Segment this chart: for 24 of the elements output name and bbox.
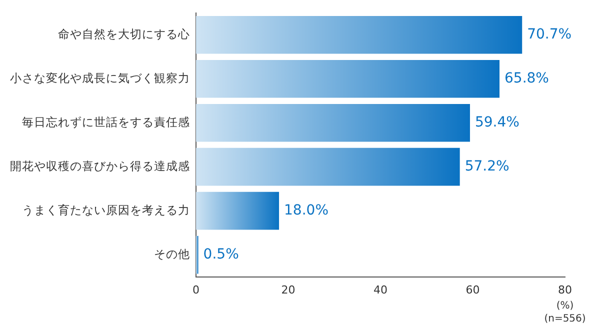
- x-tick-label: 0: [192, 283, 200, 296]
- x-tick-label: 20: [281, 283, 296, 296]
- bar: [196, 16, 522, 54]
- y-tick-label: 毎日忘れずに世話をする責任感: [22, 114, 190, 129]
- x-tick-label: 40: [374, 283, 388, 296]
- bar: [196, 60, 500, 98]
- bar: [196, 192, 280, 230]
- bar: [196, 148, 460, 186]
- y-tick-label: 小さな変化や成長に気づく観察力: [10, 70, 190, 85]
- data-label: 0.5%: [203, 246, 239, 262]
- data-label: 18.0%: [284, 202, 329, 218]
- y-tick-label: うまく育たない原因を考える力: [22, 202, 190, 217]
- x-axis-title: (%): [556, 300, 574, 312]
- data-label: 65.8%: [504, 70, 549, 87]
- y-tick-label: 開花や収穫の喜びから得る達成感: [10, 158, 190, 173]
- data-label: 59.4%: [474, 114, 520, 130]
- x-tick-label: 80: [558, 283, 572, 296]
- data-label: 70.7%: [527, 26, 572, 43]
- y-tick-label: その他: [154, 246, 190, 261]
- text: (n=556): [544, 314, 586, 325]
- y-tick-label: 命や自然を大切にする心: [58, 26, 190, 41]
- bar: [196, 104, 470, 142]
- data-label: 57.2%: [464, 158, 510, 174]
- x-tick-label: 60: [466, 283, 480, 296]
